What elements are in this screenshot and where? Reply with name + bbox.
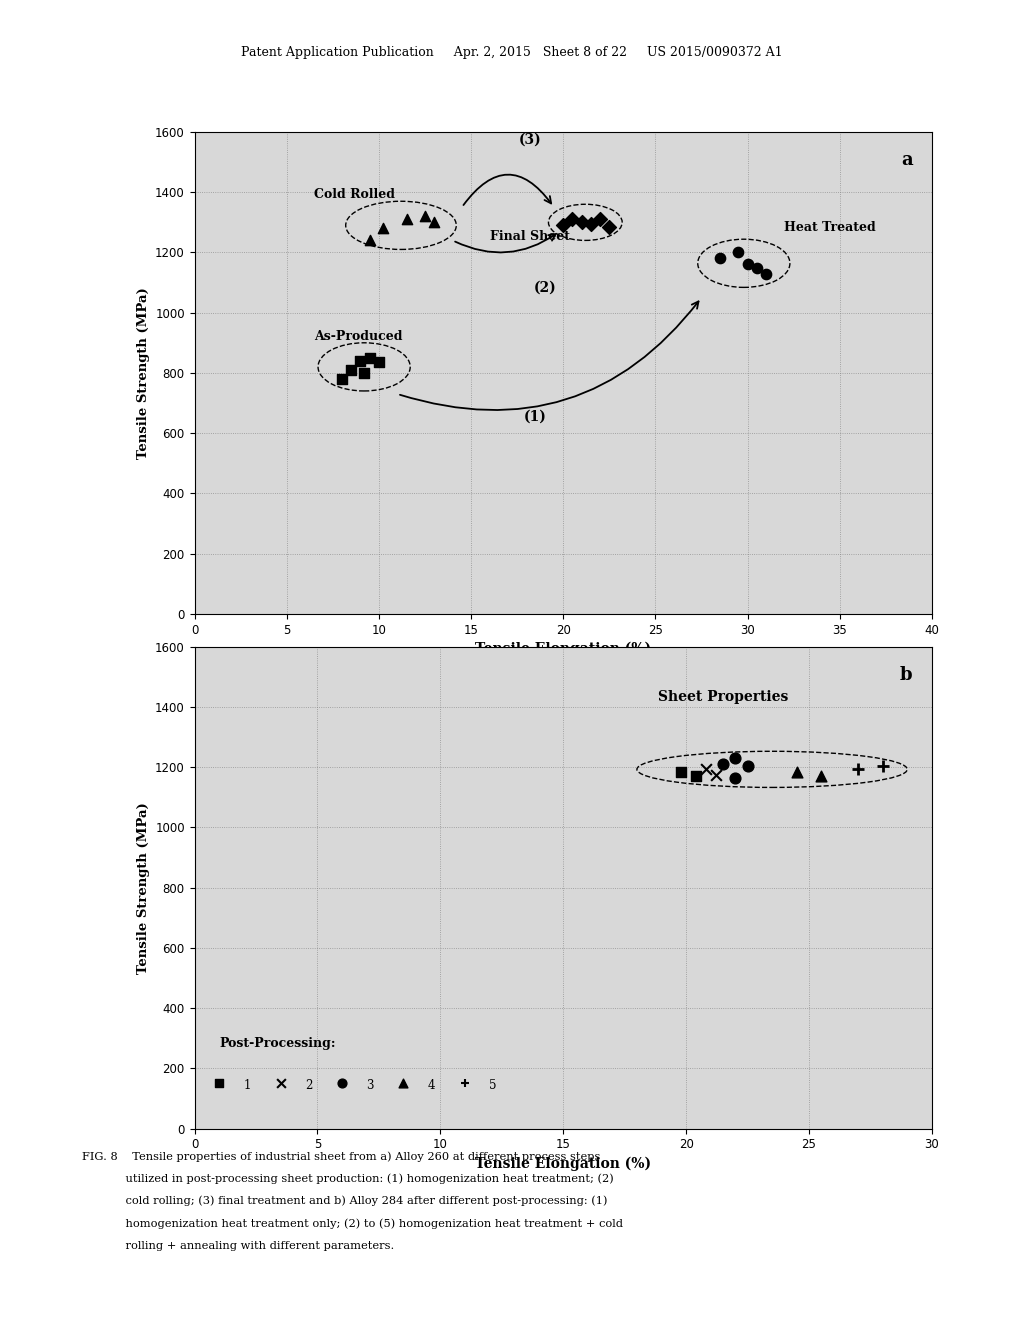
Point [758, 263, 774, 284]
Point [375, 218, 391, 239]
Point [211, 1073, 227, 1094]
Y-axis label: Tensile Strength (MPa): Tensile Strength (MPa) [136, 286, 150, 459]
Point [592, 209, 608, 230]
Point [850, 758, 866, 779]
Text: 4: 4 [428, 1080, 435, 1093]
Point [356, 362, 373, 383]
Point [688, 766, 705, 787]
Point [715, 754, 731, 775]
Text: utilized in post-processing sheet production: (1) homogenization heat treatment;: utilized in post-processing sheet produc… [82, 1173, 613, 1184]
Text: Patent Application Publication     Apr. 2, 2015   Sheet 8 of 22     US 2015/0090: Patent Application Publication Apr. 2, 2… [242, 46, 782, 59]
FancyArrowPatch shape [400, 301, 698, 411]
X-axis label: Tensile Elongation (%): Tensile Elongation (%) [475, 1156, 651, 1171]
Point [564, 209, 581, 230]
Point [739, 755, 756, 776]
Point [334, 1073, 350, 1094]
Point [352, 350, 369, 371]
Text: Cold Rolled: Cold Rolled [314, 189, 395, 201]
Point [361, 230, 378, 251]
Point [426, 211, 442, 232]
Point [583, 214, 599, 235]
Text: Post-Processing:: Post-Processing: [219, 1038, 336, 1051]
Point [272, 1073, 289, 1094]
Text: 1: 1 [244, 1080, 251, 1093]
Point [874, 755, 891, 776]
Point [739, 253, 756, 275]
X-axis label: Tensile Elongation (%): Tensile Elongation (%) [475, 642, 651, 656]
Point [334, 368, 350, 389]
Y-axis label: Tensile Strength (MPa): Tensile Strength (MPa) [136, 801, 150, 974]
Point [371, 352, 387, 374]
Point [555, 215, 571, 236]
Text: 5: 5 [489, 1080, 497, 1093]
Text: FIG. 8    Tensile properties of industrial sheet from a) Alloy 260 at different : FIG. 8 Tensile properties of industrial … [82, 1151, 600, 1162]
Text: cold rolling; (3) final treatment and b) Alloy 284 after different post-processi: cold rolling; (3) final treatment and b)… [82, 1196, 607, 1206]
Point [395, 1073, 412, 1094]
Point [457, 1073, 473, 1094]
Point [417, 206, 433, 227]
Point [712, 248, 728, 269]
Point [601, 216, 617, 238]
Text: As-Produced: As-Produced [314, 330, 402, 343]
FancyArrowPatch shape [455, 234, 556, 252]
Text: Heat Treated: Heat Treated [784, 222, 877, 235]
Text: rolling + annealing with different parameters.: rolling + annealing with different param… [82, 1241, 394, 1251]
Point [673, 762, 689, 783]
Text: (3): (3) [518, 133, 542, 147]
Text: Sheet Properties: Sheet Properties [657, 690, 788, 704]
Text: (1): (1) [524, 411, 547, 424]
Text: b: b [900, 667, 912, 684]
Text: homogenization heat treatment only; (2) to (5) homogenization heat treatment + c: homogenization heat treatment only; (2) … [82, 1218, 623, 1229]
Point [727, 767, 743, 788]
Point [788, 762, 805, 783]
Text: 3: 3 [367, 1080, 374, 1093]
Point [749, 257, 765, 279]
Point [573, 211, 590, 232]
Text: Final Sheet: Final Sheet [490, 231, 570, 243]
Text: a: a [901, 152, 912, 169]
Point [708, 764, 724, 785]
Text: (2): (2) [534, 281, 556, 294]
Point [727, 747, 743, 768]
Point [730, 242, 746, 263]
FancyArrowPatch shape [464, 174, 551, 205]
Point [361, 347, 378, 368]
Point [697, 758, 714, 779]
Text: 2: 2 [305, 1080, 312, 1093]
Point [343, 359, 359, 380]
Point [813, 766, 829, 787]
Point [398, 209, 415, 230]
